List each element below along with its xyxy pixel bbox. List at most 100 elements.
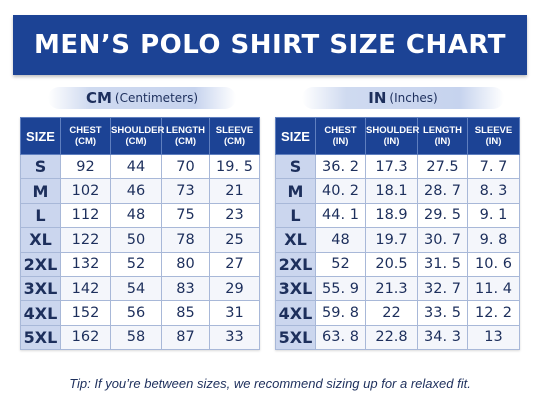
table-row: 4XL 59. 8 22 33. 5 12. 2	[275, 300, 520, 326]
length-cell: 34. 3	[417, 324, 468, 351]
header-label: LENGTH	[165, 125, 206, 136]
cm-size-table: SIZE CHEST (CM) SHOULDER (CM) LENGTH (CM) S…	[20, 117, 260, 351]
sleeve-cell: 25	[209, 227, 260, 253]
cm-header-chest: CHEST (CM)	[60, 117, 111, 155]
in-header-sleeve: SLEEVE (IN)	[467, 117, 520, 155]
fit-tip: Tip: If you’re between sizes, we recomme…	[69, 376, 471, 391]
sleeve-cell: 11. 4	[467, 275, 520, 302]
in-header-shoulder: SHOULDER (IN)	[365, 117, 419, 155]
sleeve-cell: 13	[467, 324, 520, 351]
table-row: 4XL 152 56 85 31	[20, 300, 260, 326]
shoulder-cell: 56	[110, 300, 162, 326]
length-cell: 27.5	[417, 153, 468, 180]
chest-cell: 40. 2	[315, 178, 366, 204]
chest-cell: 122	[60, 227, 111, 253]
sleeve-cell: 21	[209, 178, 260, 204]
title-banner: MEN’S POLO SHIRT SIZE CHART	[13, 15, 527, 75]
length-cell: 31. 5	[417, 251, 468, 277]
table-row: XL 48 19.7 30. 7 9. 8	[275, 227, 520, 253]
size-cell: 3XL	[20, 275, 61, 302]
length-cell: 73	[161, 178, 210, 204]
header-label: SIZE	[26, 128, 55, 144]
in-unit-label: IN (Inches)	[302, 87, 504, 109]
length-cell: 85	[161, 300, 210, 326]
table-row: XL 122 50 78 25	[20, 227, 260, 253]
cm-header-length: LENGTH (CM)	[161, 117, 210, 155]
chart-title: MEN’S POLO SHIRT SIZE CHART	[34, 30, 506, 60]
cm-unit-note: (Centimeters)	[114, 91, 199, 105]
sleeve-cell: 27	[209, 251, 260, 277]
header-label: SLEEVE	[474, 125, 513, 136]
shoulder-cell: 44	[110, 153, 162, 180]
length-cell: 75	[161, 202, 210, 229]
length-cell: 32. 7	[417, 275, 468, 302]
header-label: LENGTH	[422, 125, 463, 136]
table-row: S 36. 2 17.3 27.5 7. 7	[275, 153, 520, 180]
table-row: 3XL 55. 9 21.3 32. 7 11. 4	[275, 275, 520, 302]
cm-unit-label: CM (Centimeters)	[48, 87, 236, 109]
chest-cell: 92	[60, 153, 111, 180]
sleeve-cell: 23	[209, 202, 260, 229]
header-unit: (CM)	[174, 136, 197, 147]
table-row: M 102 46 73 21	[20, 178, 260, 204]
size-cell: 2XL	[20, 251, 61, 277]
header-unit: (IN)	[332, 136, 349, 147]
sleeve-cell: 9. 8	[467, 227, 520, 253]
table-row: M 40. 2 18.1 28. 7 8. 3	[275, 178, 520, 204]
length-cell: 29. 5	[417, 202, 468, 229]
table-row: L 112 48 75 23	[20, 202, 260, 229]
table-row: 5XL 162 58 87 33	[20, 324, 260, 351]
shoulder-cell: 54	[110, 275, 162, 302]
size-cell: 5XL	[20, 324, 61, 351]
in-unit: IN	[368, 89, 387, 107]
cm-header-sleeve: SLEEVE (CM)	[209, 117, 260, 155]
chest-cell: 142	[60, 275, 111, 302]
sleeve-cell: 9. 1	[467, 202, 520, 229]
chest-cell: 59. 8	[315, 300, 366, 326]
in-unit-note: (Inches)	[389, 91, 438, 105]
length-cell: 87	[161, 324, 210, 351]
header-unit: (IN)	[434, 136, 451, 147]
shoulder-cell: 18.1	[365, 178, 418, 204]
chest-cell: 162	[60, 324, 111, 351]
chest-cell: 102	[60, 178, 111, 204]
size-cell: S	[20, 153, 61, 180]
sleeve-cell: 29	[209, 275, 260, 302]
sleeve-cell: 33	[209, 324, 260, 351]
shoulder-cell: 22.8	[365, 324, 418, 351]
size-cell: M	[275, 178, 316, 204]
shoulder-cell: 22	[365, 300, 418, 326]
size-cell: 3XL	[275, 275, 316, 302]
length-cell: 28. 7	[417, 178, 468, 204]
sleeve-cell: 31	[209, 300, 260, 326]
chest-cell: 52	[315, 251, 366, 277]
sleeve-cell: 19. 5	[209, 153, 260, 180]
sleeve-cell: 12. 2	[467, 300, 520, 326]
chest-cell: 36. 2	[315, 153, 366, 180]
table-row: L 44. 1 18.9 29. 5 9. 1	[275, 202, 520, 229]
cm-header-size: SIZE	[20, 117, 61, 155]
shoulder-cell: 50	[110, 227, 162, 253]
length-cell: 33. 5	[417, 300, 468, 326]
chest-cell: 48	[315, 227, 366, 253]
chest-cell: 152	[60, 300, 111, 326]
header-label: CHEST	[324, 125, 357, 136]
sleeve-cell: 7. 7	[467, 153, 520, 180]
chest-cell: 112	[60, 202, 111, 229]
shoulder-cell: 17.3	[365, 153, 418, 180]
in-header-length: LENGTH (IN)	[417, 117, 468, 155]
length-cell: 70	[161, 153, 210, 180]
length-cell: 83	[161, 275, 210, 302]
in-header-chest: CHEST (IN)	[315, 117, 366, 155]
header-unit: (CM)	[74, 136, 97, 147]
table-row: S 92 44 70 19. 5	[20, 153, 260, 180]
chest-cell: 132	[60, 251, 111, 277]
shoulder-cell: 46	[110, 178, 162, 204]
header-label: SIZE	[281, 128, 310, 144]
header-unit: (CM)	[223, 136, 246, 147]
size-cell: L	[20, 202, 61, 229]
table-row: 5XL 63. 8 22.8 34. 3 13	[275, 324, 520, 351]
header-unit: (IN)	[485, 136, 502, 147]
size-cell: XL	[20, 227, 61, 253]
size-cell: 4XL	[275, 300, 316, 326]
